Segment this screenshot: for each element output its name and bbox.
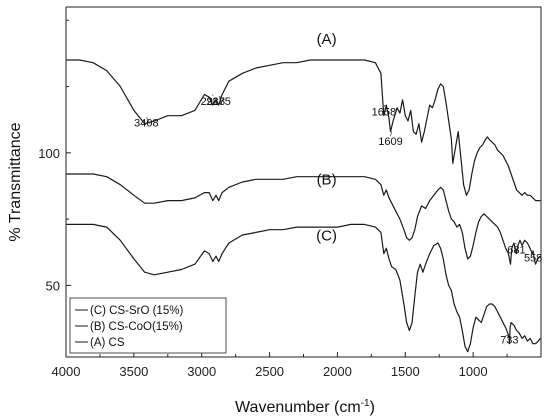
annotation-leader (218, 95, 221, 98)
legend: (C) CS-SrO (15%) (B) CS-CoO(15%) (A) CS (69, 297, 227, 354)
annotation-label: 1658 (372, 107, 396, 119)
series-line-0 (66, 59, 541, 202)
series-letter-label: (A) (317, 31, 337, 48)
legend-entry-b: (B) CS-CoO(15%) (90, 321, 183, 333)
series-letter-label: (B) (317, 172, 337, 189)
annotation-leader (383, 104, 386, 107)
y-tick-label: 100 (38, 146, 60, 161)
annotation-label: 558 (524, 253, 542, 265)
annotation-label: 3408 (134, 117, 158, 129)
legend-entry-c: (C) CS-SrO (15%) (90, 305, 183, 317)
legend-box (69, 297, 227, 354)
x-tick-label: 3500 (119, 364, 148, 379)
annotation-label: 2875 (206, 96, 230, 108)
x-tick-label: 1000 (459, 364, 488, 379)
x-tick-label: 4000 (52, 364, 81, 379)
annotation-leader (515, 242, 517, 245)
series-labels: (A) (B) (C) (316, 31, 337, 244)
y-tick-label: 50 (46, 278, 60, 293)
annotation-label: 2918 (201, 96, 225, 108)
annotation-leader (390, 131, 393, 136)
y-axis: 50 100 (38, 19, 71, 293)
x-tick-label: 2500 (255, 364, 284, 379)
annotation-leader (146, 117, 151, 124)
annotation-label: 681 (507, 245, 525, 257)
x-axis: 4000 3500 3000 2500 2000 1500 1000 (52, 352, 508, 379)
y-axis-title: % Transmittance (7, 122, 24, 241)
x-axis-title: Wavenumber (cm-1) (235, 398, 375, 416)
series-letter-label: (C) (316, 227, 337, 244)
annotation-label: 733 (500, 335, 518, 347)
legend-entry-a: (A) CS (90, 337, 125, 349)
x-tick-label: 1500 (391, 364, 420, 379)
x-tick-label: 2000 (323, 364, 352, 379)
annotation-label: 1609 (378, 136, 402, 148)
annotation-leader (530, 252, 534, 254)
annotation-leader (505, 334, 510, 337)
series-line-1 (66, 173, 541, 265)
x-tick-label: 3000 (187, 364, 216, 379)
